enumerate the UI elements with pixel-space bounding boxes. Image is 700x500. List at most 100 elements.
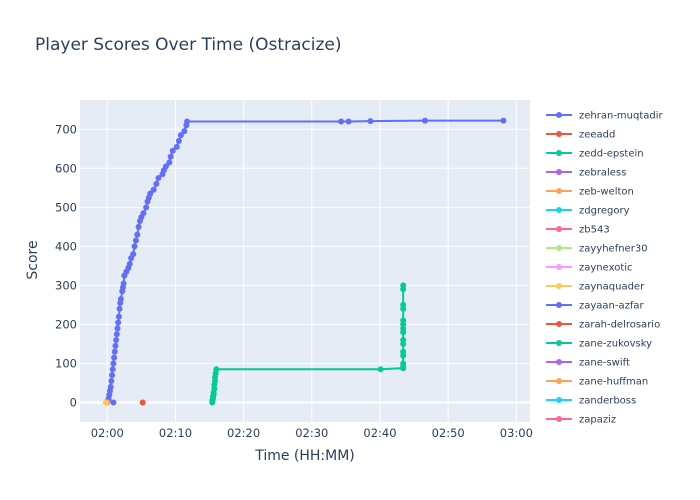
y-tick-label: 100: [55, 356, 77, 370]
legend-item[interactable]: zb543: [546, 225, 610, 236]
data-point: [109, 366, 116, 373]
y-tick-label: 500: [55, 200, 77, 214]
legend-swatch-marker: [556, 302, 562, 308]
legend-item[interactable]: zeb-welton: [546, 187, 634, 198]
legend-swatch-marker: [556, 169, 562, 175]
legend-item[interactable]: zaynaquader: [546, 282, 645, 293]
data-point: [147, 190, 154, 197]
data-point: [113, 331, 120, 338]
data-point: [400, 337, 407, 344]
data-point: [130, 251, 137, 258]
legend-item[interactable]: zanderboss: [546, 396, 636, 407]
data-point: [115, 319, 122, 326]
data-series: [102, 117, 507, 406]
legend-label: zarah-delrosario: [579, 320, 660, 331]
data-point: [155, 175, 162, 182]
legend-item[interactable]: zaynexotic: [546, 263, 633, 274]
legend-label: zedd-epstein: [579, 149, 644, 160]
legend-label: zayyhefner30: [579, 244, 648, 255]
data-point: [181, 128, 188, 135]
data-point: [177, 132, 184, 139]
data-point: [400, 317, 407, 324]
data-point: [169, 147, 176, 154]
data-point: [110, 399, 117, 406]
x-tick-label: 02:30: [295, 426, 328, 440]
data-point: [422, 117, 428, 124]
x-tick-label: 03:00: [500, 426, 533, 440]
data-point: [167, 153, 174, 160]
data-point: [134, 231, 141, 238]
data-point: [173, 143, 180, 150]
gridlines: [80, 100, 530, 422]
data-point: [117, 296, 124, 303]
legend-swatch-marker: [556, 226, 562, 232]
legend-label: zeb-welton: [579, 187, 634, 198]
data-point: [126, 260, 133, 267]
data-point: [213, 366, 220, 373]
legend-item[interactable]: zedd-epstein: [546, 149, 644, 160]
data-point: [111, 354, 118, 361]
data-point: [109, 372, 116, 379]
data-point: [108, 378, 115, 385]
legend-swatch-marker: [556, 416, 562, 422]
data-point: [102, 399, 109, 406]
data-point: [112, 342, 119, 349]
legend-item[interactable]: zapaziz: [546, 415, 616, 426]
x-tick-label: 02:40: [363, 426, 396, 440]
legend-label: zane-swift: [579, 358, 630, 369]
data-point: [135, 223, 142, 230]
y-tick-label: 0: [70, 395, 77, 409]
legend-item[interactable]: zehran-muqtadir: [546, 111, 664, 122]
data-point: [113, 337, 120, 344]
data-point: [400, 282, 407, 289]
series-zehran-muqtadir: [104, 117, 507, 406]
data-point: [345, 118, 352, 125]
legend-swatch-marker: [556, 378, 562, 384]
legend-item[interactable]: zdgregory: [546, 206, 630, 217]
legend-label: zane-zukovsky: [579, 339, 652, 350]
legend-item[interactable]: zeeadd: [546, 130, 615, 141]
series-zeeadd: [139, 399, 146, 406]
legend-label: zb543: [579, 225, 610, 236]
data-point: [175, 137, 182, 144]
legend-item[interactable]: zane-huffman: [546, 377, 648, 388]
chart-title: Player Scores Over Time (Ostracize): [35, 35, 342, 55]
data-point: [114, 325, 121, 332]
x-axis-title: Time (HH:MM): [254, 448, 355, 464]
legend-swatch-marker: [556, 359, 562, 365]
legend-swatch-marker: [556, 283, 562, 289]
y-axis-title: Score: [25, 240, 41, 279]
axis-ticks: 02:00 02:10 02:20 02:30 02:40 02:50 03:00 0 100 2…: [55, 122, 533, 440]
data-point: [132, 237, 139, 244]
data-point: [115, 313, 122, 320]
data-point: [120, 280, 127, 287]
legend-item[interactable]: zarah-delrosario: [546, 320, 660, 331]
legend-item[interactable]: zayyhefner30: [546, 244, 648, 255]
legend-label: zanderboss: [579, 396, 636, 407]
legend-swatch-marker: [556, 397, 562, 403]
x-tick-label: 02:00: [91, 426, 124, 440]
y-tick-label: 700: [55, 122, 77, 136]
legend-label: zaynexotic: [579, 263, 633, 274]
legend-item[interactable]: zebraless: [546, 168, 626, 179]
legend-label: zeeadd: [579, 130, 615, 141]
legend-item[interactable]: zayaan-azfar: [546, 301, 645, 312]
y-tick-label: 200: [55, 317, 77, 331]
x-tick-label: 02:10: [159, 426, 192, 440]
series-zedd-epstein: [209, 282, 407, 406]
data-point: [153, 180, 160, 187]
data-point: [166, 159, 173, 166]
x-tick-label: 02:20: [227, 426, 260, 440]
legend-swatch-marker: [556, 207, 562, 213]
legend-item[interactable]: zane-zukovsky: [546, 339, 652, 350]
data-point: [110, 360, 117, 367]
series-zaynaquader: [102, 399, 109, 406]
legend-item[interactable]: zane-swift: [546, 358, 630, 369]
y-tick-label: 300: [55, 278, 77, 292]
legend-swatch-marker: [556, 245, 562, 251]
legend-swatch-marker: [556, 131, 562, 137]
legend[interactable]: zehran-muqtadir zeeadd zedd-epstein zebrale…: [546, 111, 664, 426]
data-point: [140, 210, 147, 217]
data-point: [338, 118, 345, 125]
